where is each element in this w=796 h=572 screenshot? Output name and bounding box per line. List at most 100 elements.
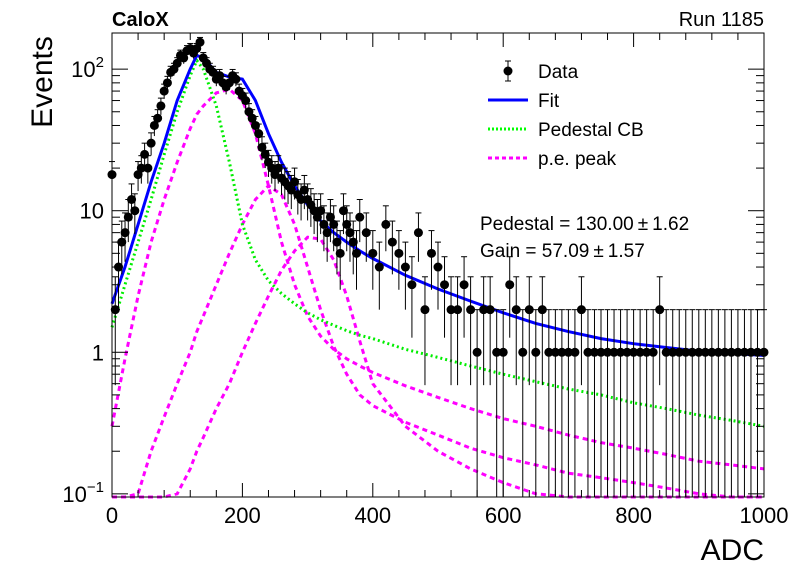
data-point — [674, 347, 684, 357]
data-point — [459, 280, 469, 290]
data-point — [136, 163, 146, 173]
pedestal-cb-curve — [110, 57, 765, 428]
plot-frame — [111, 32, 765, 498]
data-point — [589, 347, 599, 357]
data-point — [544, 347, 554, 357]
x-tick-label: 0 — [106, 503, 118, 528]
data-point — [195, 37, 205, 47]
data-point — [700, 347, 710, 357]
data-point — [146, 138, 156, 148]
data-point — [329, 219, 339, 229]
data-point — [492, 347, 502, 357]
header-label-left: CaloX — [112, 9, 169, 31]
data-point — [387, 237, 397, 247]
data-point — [583, 347, 593, 357]
data-point — [426, 248, 436, 258]
data-point — [130, 206, 140, 216]
data-point — [296, 194, 306, 204]
data-point — [140, 149, 150, 159]
data-point — [407, 280, 417, 290]
y-tick-label: 102 — [71, 54, 104, 82]
data-point — [143, 163, 153, 173]
y-tick-label: 10−1 — [62, 479, 104, 507]
data-point — [726, 347, 736, 357]
data-point — [694, 347, 704, 357]
legend-marker-dot — [503, 66, 513, 76]
data-point — [518, 347, 528, 357]
data-point — [260, 149, 270, 159]
data-point — [286, 185, 296, 195]
plot-area: 0 200 400 600 800 1000 10−1 1 10 102 — [62, 32, 788, 528]
data-point — [713, 347, 723, 357]
data-point — [231, 74, 241, 84]
data-point — [345, 228, 355, 238]
data-point — [123, 212, 133, 222]
data-point — [400, 262, 410, 272]
data-point — [739, 347, 749, 357]
pe-peak-curve-2 — [112, 183, 764, 499]
data-point — [355, 212, 365, 222]
data-point — [472, 347, 482, 357]
data-point — [681, 347, 691, 357]
legend-label: Fit — [538, 91, 560, 112]
data-point — [241, 96, 251, 106]
data-point — [668, 347, 678, 357]
legend-label: p.e. peak — [538, 149, 617, 170]
data-point — [563, 347, 573, 357]
data-point — [352, 248, 361, 258]
data-point — [707, 347, 717, 357]
y-axis-title: Events — [26, 36, 59, 128]
data-point — [511, 305, 521, 315]
data-points-layer — [107, 36, 769, 497]
pe-peak-curve-3 — [112, 235, 764, 499]
data-point — [498, 347, 508, 357]
data-point — [394, 248, 404, 258]
data-point — [215, 71, 225, 81]
data-point — [609, 347, 619, 357]
y-tick-label: 1 — [92, 340, 104, 365]
data-point — [505, 280, 515, 290]
stats-box: Pedestal = 130.00 ±1.62 Gain = 57.09 ±1.57 — [480, 214, 689, 262]
data-point — [156, 101, 166, 111]
data-point — [348, 237, 358, 247]
legend: Data Fit Pedestal CB p.e. peak — [488, 60, 644, 170]
data-point — [127, 194, 137, 204]
pe-peak-curve-1 — [110, 87, 765, 471]
data-point — [537, 305, 547, 315]
axes-layer: 0 200 400 600 800 1000 10−1 1 10 102 — [62, 32, 788, 528]
data-point — [603, 347, 613, 357]
data-point — [335, 248, 345, 258]
data-point — [635, 347, 645, 357]
data-point — [570, 347, 580, 357]
data-point — [413, 228, 423, 238]
data-point — [172, 58, 182, 68]
data-point — [162, 78, 172, 88]
header-label-right: Run 1185 — [679, 9, 764, 31]
stat-line: Pedestal = 130.00 ±1.62 — [480, 214, 689, 235]
x-tick-label: 400 — [354, 503, 391, 528]
data-point — [120, 228, 130, 238]
data-point — [485, 305, 495, 315]
data-point — [433, 262, 443, 272]
data-point — [629, 347, 639, 357]
data-point — [374, 262, 384, 272]
data-point — [466, 305, 476, 315]
data-point — [153, 113, 163, 123]
data-point — [368, 248, 378, 258]
data-point — [642, 347, 652, 357]
data-point — [453, 305, 463, 315]
data-point — [616, 347, 626, 357]
y-tick-label: 10 — [80, 199, 104, 224]
stat-line: Gain = 57.09 ±1.57 — [480, 241, 645, 262]
legend-label: Data — [538, 62, 579, 83]
data-point — [159, 86, 169, 96]
legend-label: Pedestal CB — [538, 120, 644, 141]
x-tick-label: 600 — [485, 503, 522, 528]
data-point — [117, 237, 127, 247]
data-point — [254, 129, 264, 139]
data-point — [224, 78, 234, 88]
data-point — [440, 280, 450, 290]
data-point — [257, 142, 267, 152]
